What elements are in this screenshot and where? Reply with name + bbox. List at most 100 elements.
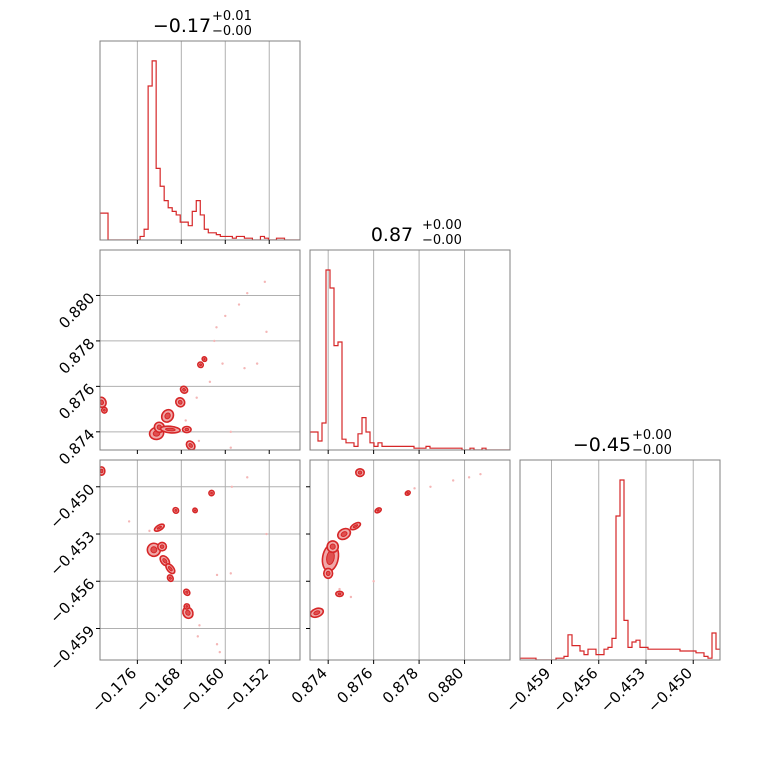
x-tick-label: −0.160 [176, 664, 228, 716]
scatter-point [215, 643, 219, 646]
scatter-point [451, 479, 455, 482]
plot-area-2-2 [310, 250, 510, 450]
axes-frame [309, 459, 511, 661]
x-tick-label: −0.450 [644, 664, 696, 716]
scatter-point [198, 624, 201, 627]
contour-inner [100, 468, 104, 474]
contour-inner [203, 357, 206, 361]
contour-inner [185, 605, 189, 608]
x-tick-label: −0.176 [88, 664, 140, 716]
panel-title-lower: −0.00 [632, 443, 672, 458]
panel-title-upper: +0.00 [422, 218, 462, 233]
scatter-point [208, 380, 212, 384]
scatter-point [215, 573, 219, 577]
panel-3-3: −0.459−0.456−0.453−0.450 −0.45 +0.00−0.00 [502, 428, 721, 716]
panel-2-2: 0.87 +0.00−0.00 [309, 218, 511, 454]
scatter-point [184, 419, 187, 422]
scatter-point [230, 485, 234, 488]
axes-frame [99, 249, 301, 451]
contour-inner [150, 546, 158, 554]
plot-area-1-1 [100, 41, 300, 240]
scatter-point [467, 476, 471, 479]
contour-inner [159, 544, 165, 549]
axes-frame [519, 459, 721, 661]
scatter-point [215, 326, 218, 329]
scatter-point [255, 362, 259, 365]
panel-title: −0.45 [573, 434, 631, 456]
panel-title-lower: −0.00 [422, 233, 462, 248]
scatter-point [221, 362, 224, 365]
contour-inner [376, 509, 380, 512]
contour-inner [156, 525, 162, 530]
contour-inner [337, 592, 342, 596]
contour-inner [168, 576, 172, 580]
contour-inner [174, 508, 178, 512]
scatter-point [263, 280, 267, 284]
y-tick-label: −0.453 [46, 528, 98, 580]
scatter-point [218, 650, 221, 654]
x-tick-label: 0.876 [333, 664, 376, 707]
x-tick-label: −0.152 [220, 664, 272, 716]
y-tick-label: −0.456 [46, 575, 98, 627]
panel-title: −0.17 [153, 15, 211, 37]
contour-inner [164, 412, 171, 420]
scatter-point [479, 472, 482, 476]
scatter-point [246, 291, 249, 295]
contour-inner [165, 427, 176, 432]
contour-inner [357, 470, 363, 475]
contour-inner [182, 387, 186, 392]
scatter-point [243, 366, 246, 370]
scatter-point [265, 532, 268, 536]
scatter-point [195, 396, 198, 399]
y-tick-label: 0.880 [55, 289, 98, 332]
contour-inner [199, 363, 203, 367]
contour-inner [210, 491, 213, 495]
contour-inner [184, 427, 190, 432]
contour-inner [185, 609, 191, 616]
plot-area-3-1 [100, 460, 300, 660]
contour-inner [406, 491, 410, 495]
contour-inner [100, 399, 105, 405]
y-tick-label: −0.459 [46, 622, 98, 674]
scatter-point [429, 485, 432, 488]
scatter-point [229, 446, 232, 449]
x-tick-label: −0.453 [597, 664, 649, 716]
scatter-point [148, 529, 151, 533]
plot-area-2-1 [100, 280, 300, 450]
histogram-step [520, 479, 720, 660]
scatter-point [338, 587, 341, 591]
axes-frame [309, 249, 511, 451]
panel-title-upper: +0.01 [212, 9, 252, 24]
contour-inner [167, 566, 173, 572]
scatter-point [213, 339, 216, 343]
scatter-point [197, 439, 201, 443]
histogram-step [100, 60, 300, 240]
contour-inner [352, 524, 359, 529]
y-tick-label: −0.450 [46, 480, 98, 532]
panel-3-1: −0.176−0.168−0.160−0.152−0.450−0.453−0.4… [46, 459, 301, 716]
scatter-point [229, 430, 232, 434]
x-tick-label: −0.168 [132, 664, 184, 716]
x-tick-label: 0.880 [424, 664, 467, 707]
contour-inner [329, 543, 336, 550]
contour-inner [162, 558, 168, 564]
y-tick-label: 0.874 [55, 425, 98, 468]
scatter-point [237, 303, 241, 306]
contour-inner [185, 590, 189, 594]
scatter-point [349, 595, 353, 599]
contour-inner [313, 610, 321, 616]
x-tick-label: −0.459 [502, 664, 554, 716]
scatter-point [372, 580, 375, 583]
contour-inner [177, 399, 183, 405]
y-tick-label: 0.876 [55, 380, 98, 423]
scatter-point [265, 330, 268, 334]
axes-frame [99, 459, 301, 661]
scatter-point [196, 635, 200, 638]
panel-3-2: 0.874 0.876 0.878 0.880 [288, 459, 511, 707]
scatter-point [246, 476, 249, 479]
plot-area-3-3 [520, 460, 720, 660]
scatter-point [229, 572, 232, 575]
panel-title-upper: +0.00 [632, 428, 672, 443]
